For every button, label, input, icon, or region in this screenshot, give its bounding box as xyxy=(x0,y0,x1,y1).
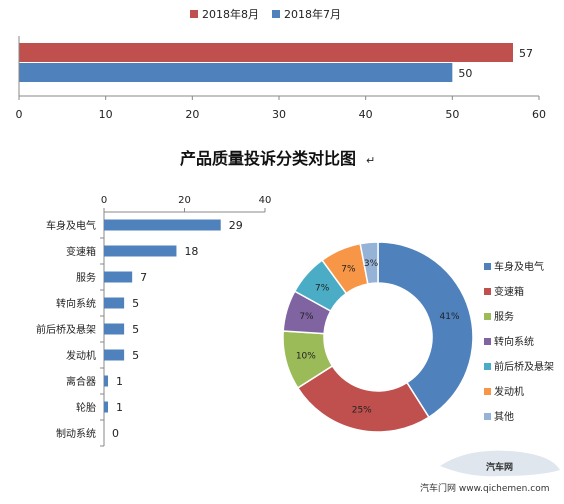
category-x-axis: 0 20 40 xyxy=(100,195,272,447)
category-label: 离合器 xyxy=(66,375,96,388)
tick-label: 40 xyxy=(259,195,272,206)
donut-labels: 41% 25% 10% 7% 7% 7% 3% xyxy=(296,259,460,416)
watermark: 汽车网 汽车门网 www.qichemen.com xyxy=(420,450,560,494)
legend-swatch xyxy=(484,313,491,320)
data-label: 29 xyxy=(229,219,243,232)
legend-label: 变速箱 xyxy=(494,285,524,298)
slice-label: 7% xyxy=(299,312,314,322)
category-label: 发动机 xyxy=(66,349,96,362)
bar xyxy=(104,323,125,335)
bar xyxy=(104,219,221,231)
slice-label: 7% xyxy=(341,265,356,275)
category-label: 前后桥及悬架 xyxy=(36,323,96,336)
top-legend: 2018年8月 2018年7月 xyxy=(190,7,341,21)
bar xyxy=(104,271,133,283)
category-label: 变速箱 xyxy=(66,245,96,258)
slice-label: 10% xyxy=(296,352,316,362)
monthly-comparison-chart: 2018年8月 2018年7月 57 50 0 10 20 30 40 50 60 xyxy=(16,7,547,121)
top-bars: 57 50 xyxy=(19,43,533,82)
legend-swatch xyxy=(484,388,491,395)
legend-label: 车身及电气 xyxy=(494,260,544,273)
data-label: 50 xyxy=(458,67,472,80)
slice-label: 7% xyxy=(315,284,330,294)
data-label: 1 xyxy=(116,375,123,388)
tick-label: 60 xyxy=(532,108,546,121)
watermark-source: 汽车门网 www.qichemen.com xyxy=(420,482,549,494)
category-label: 服务 xyxy=(76,271,96,284)
legend-label: 2018年8月 xyxy=(202,7,259,21)
legend-label: 前后桥及悬架 xyxy=(494,360,554,373)
bar xyxy=(104,297,125,309)
data-label: 5 xyxy=(132,349,139,362)
legend-swatch xyxy=(484,263,491,270)
data-label: 57 xyxy=(519,47,533,60)
data-label: 1 xyxy=(116,401,123,414)
legend-label: 发动机 xyxy=(494,385,524,398)
complaint-chart-title: 产品质量投诉分类对比图 ↵ xyxy=(180,149,375,168)
data-label: 0 xyxy=(112,427,119,440)
legend-swatch xyxy=(484,413,491,420)
tick-label: 50 xyxy=(445,108,459,121)
donut-slices xyxy=(282,241,474,433)
bar xyxy=(104,401,109,413)
data-label: 18 xyxy=(184,245,198,258)
data-label: 7 xyxy=(140,271,147,284)
legend-label: 2018年7月 xyxy=(284,7,341,21)
category-bar-chart: 0 20 40 车身及电气 29 变速箱 18 服务 7 转向系统 5 前后桥及悬架 5 发动机 5 离合器… xyxy=(36,195,272,447)
top-x-axis: 0 10 20 30 40 50 60 xyxy=(16,36,546,121)
legend-swatch xyxy=(484,338,491,345)
category-label: 转向系统 xyxy=(56,297,96,310)
bar xyxy=(104,349,125,361)
paragraph-mark: ↵ xyxy=(366,154,375,167)
tick-label: 20 xyxy=(178,195,191,206)
tick-label: 20 xyxy=(185,108,199,121)
donut-slice xyxy=(359,241,379,285)
legend-label: 服务 xyxy=(494,310,514,323)
car-silhouette-icon xyxy=(440,450,560,477)
watermark-logo-text: 汽车网 xyxy=(486,461,513,473)
category-label: 车身及电气 xyxy=(46,219,96,232)
slice-label: 3% xyxy=(364,259,379,269)
category-label: 轮胎 xyxy=(76,401,96,414)
category-label: 制动系统 xyxy=(56,427,96,440)
tick-label: 0 xyxy=(16,108,23,121)
slice-label: 41% xyxy=(440,312,460,322)
tick-label: 0 xyxy=(101,195,107,206)
legend-swatch xyxy=(484,288,491,295)
bar xyxy=(104,245,177,257)
donut-slice xyxy=(377,241,474,419)
data-label: 5 xyxy=(132,323,139,336)
chart-title: 产品质量投诉分类对比图 xyxy=(180,149,356,168)
tick-label: 40 xyxy=(359,108,373,121)
donut-slice xyxy=(296,364,430,433)
bar xyxy=(104,375,109,387)
slice-label: 25% xyxy=(352,406,372,416)
legend-swatch xyxy=(484,363,491,370)
bar xyxy=(19,63,453,82)
tick-label: 30 xyxy=(272,108,286,121)
legend-label: 其他 xyxy=(494,410,514,423)
data-label: 5 xyxy=(132,297,139,310)
share-donut-chart: 41% 25% 10% 7% 7% 7% 3% 车身及电气变速箱服务转向系统前后桥及悬架发动… xyxy=(282,241,554,433)
legend-swatch xyxy=(190,10,198,18)
tick-label: 10 xyxy=(99,108,113,121)
legend-label: 转向系统 xyxy=(494,335,534,348)
legend-swatch xyxy=(272,10,280,18)
category-bars: 车身及电气 29 变速箱 18 服务 7 转向系统 5 前后桥及悬架 5 发动机 5 离合器 1 轮胎 1 制动… xyxy=(36,219,243,440)
bar xyxy=(19,43,513,62)
